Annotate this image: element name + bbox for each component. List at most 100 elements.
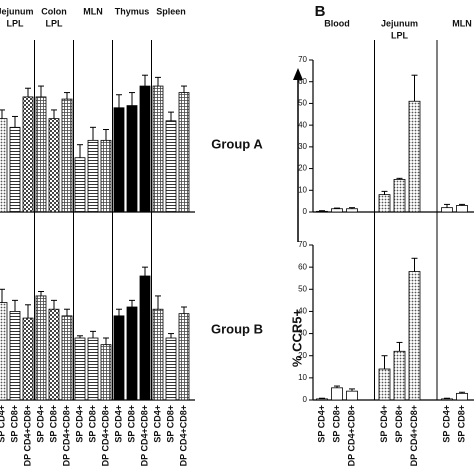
y-tick-label: 60 bbox=[298, 262, 307, 271]
arrow-head bbox=[293, 68, 303, 80]
x-tick-label: SP CD4+ bbox=[113, 405, 123, 443]
bar bbox=[100, 139, 112, 213]
x-tick-label: DP CD4+CD8+ bbox=[178, 405, 188, 466]
x-tick-label: DP CD4+CD8+ bbox=[61, 405, 71, 466]
bar bbox=[139, 275, 151, 401]
x-tick-label: SP CD4+ bbox=[35, 405, 45, 443]
bar bbox=[331, 208, 343, 213]
y-tick-label: 70 bbox=[298, 240, 307, 249]
bar bbox=[378, 194, 391, 213]
x-tick-label: SP CD8+ bbox=[9, 405, 19, 443]
x-tick-label: SP CD4+ bbox=[74, 405, 84, 443]
bar bbox=[9, 311, 21, 401]
x-tick-label: DP CD4+CD8+ bbox=[409, 405, 419, 466]
bar bbox=[178, 92, 190, 213]
bar bbox=[316, 210, 328, 213]
bar bbox=[87, 337, 99, 401]
bar bbox=[61, 98, 73, 213]
y-tick-label: 30 bbox=[298, 142, 307, 151]
bar bbox=[22, 317, 34, 401]
bar bbox=[74, 157, 86, 213]
y-tick-label: 30 bbox=[298, 329, 307, 338]
bar bbox=[331, 387, 343, 401]
x-tick-label: SP CD4+ bbox=[0, 405, 6, 443]
y-tick-label: 40 bbox=[298, 307, 307, 316]
bar bbox=[74, 337, 86, 401]
bar bbox=[346, 390, 358, 401]
group-header: LPL bbox=[7, 18, 25, 28]
bar bbox=[408, 271, 421, 401]
x-tick-label: SP CD4+ bbox=[316, 405, 326, 443]
x-tick-label: SP CD4+ bbox=[152, 405, 162, 443]
bar bbox=[0, 118, 8, 213]
panel-label: B bbox=[315, 3, 326, 20]
subplot-label: Group A bbox=[211, 136, 263, 151]
x-tick-label: DP CD4+CD8+ bbox=[22, 405, 32, 466]
x-tick-label: SP CD8+ bbox=[126, 405, 136, 443]
y-tick-label: 10 bbox=[298, 373, 307, 382]
x-tick-label: SP CD4+ bbox=[379, 405, 389, 443]
bar bbox=[456, 392, 468, 401]
group-header: Blood bbox=[324, 18, 350, 28]
bar bbox=[126, 306, 138, 401]
group-header: Jejunum bbox=[381, 18, 418, 28]
x-tick-label: DP CD4+CD8+ bbox=[346, 405, 356, 466]
x-tick-label: SP CD8+ bbox=[331, 405, 341, 443]
bar bbox=[165, 337, 177, 401]
group-header: MLN bbox=[83, 6, 103, 16]
bar bbox=[87, 139, 99, 213]
y-tick-label: 70 bbox=[298, 55, 307, 64]
y-tick-label: 10 bbox=[298, 185, 307, 194]
y-tick-label: 20 bbox=[298, 351, 307, 360]
group-header: Thymus bbox=[115, 6, 150, 16]
bar bbox=[22, 96, 34, 213]
group-header: LPL bbox=[46, 18, 64, 28]
group-header: Colon bbox=[41, 6, 67, 16]
x-tick-label: DP CD4+CD8+ bbox=[100, 405, 110, 466]
bar bbox=[165, 120, 177, 213]
bar bbox=[152, 85, 164, 213]
x-tick-label: SP CD8+ bbox=[165, 405, 175, 443]
x-tick-label: SP CD8+ bbox=[394, 405, 404, 443]
bar bbox=[152, 308, 164, 401]
bar bbox=[378, 368, 391, 401]
bar bbox=[441, 398, 453, 401]
y-tick-label: 0 bbox=[303, 207, 308, 216]
bar bbox=[113, 315, 125, 401]
group-header: LPL bbox=[391, 30, 409, 40]
y-tick-label: 50 bbox=[298, 99, 307, 108]
bar bbox=[126, 105, 138, 213]
bar bbox=[35, 96, 47, 213]
bar bbox=[346, 208, 358, 213]
x-tick-label: SP CD4+ bbox=[441, 405, 451, 443]
x-tick-label: SP CD8+ bbox=[456, 405, 466, 443]
bar bbox=[0, 302, 8, 401]
bar bbox=[393, 350, 406, 401]
y-tick-label: 50 bbox=[298, 284, 307, 293]
bar bbox=[393, 179, 406, 213]
bar bbox=[441, 207, 453, 213]
bar bbox=[100, 344, 112, 401]
y-tick-label: 40 bbox=[298, 120, 307, 129]
bar bbox=[408, 100, 421, 213]
bar bbox=[178, 313, 190, 401]
x-tick-label: DP CD4+CD8+ bbox=[139, 405, 149, 466]
group-header: MLN bbox=[452, 18, 472, 28]
bar bbox=[139, 85, 151, 213]
bar bbox=[48, 118, 60, 213]
bar bbox=[456, 205, 468, 213]
bar bbox=[9, 126, 21, 213]
group-header: Spleen bbox=[156, 6, 186, 16]
bar bbox=[61, 315, 73, 401]
bar bbox=[113, 107, 125, 213]
group-header: Jejunum bbox=[0, 6, 34, 16]
x-tick-label: SP CD8+ bbox=[48, 405, 58, 443]
x-tick-label: SP CD8+ bbox=[87, 405, 97, 443]
subplot-label: Group B bbox=[211, 321, 263, 336]
y-tick-label: 60 bbox=[298, 77, 307, 86]
y-tick-label: 0 bbox=[303, 395, 308, 404]
y-tick-label: 20 bbox=[298, 164, 307, 173]
bar bbox=[48, 308, 60, 401]
